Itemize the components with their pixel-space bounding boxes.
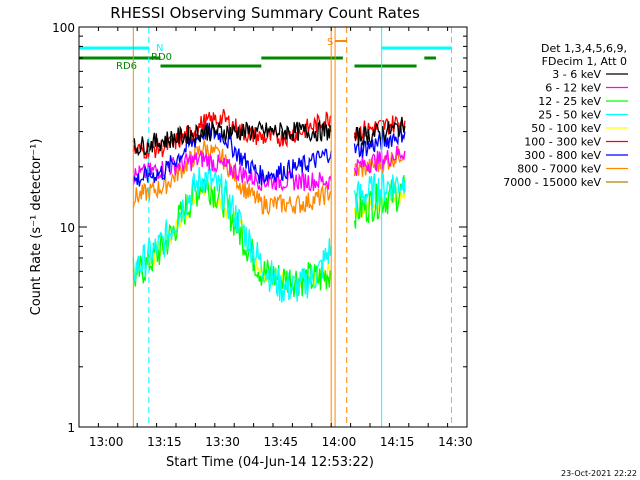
legend-entry: 50 - 100 keV <box>531 122 601 135</box>
legend: Det 1,3,4,5,6,9,FDecim 1, Att 03 - 6 keV… <box>503 42 628 189</box>
legend-entry: 12 - 25 keV <box>538 95 601 108</box>
observing-bands: N RD6 RD0 S <box>79 37 452 72</box>
x-tick-label: 13:15 <box>147 435 182 449</box>
saa-label: S <box>327 37 333 48</box>
x-tick-label: 14:00 <box>322 435 357 449</box>
series-line <box>353 145 406 177</box>
series-line <box>353 116 406 148</box>
x-tick-label: 13:00 <box>89 435 124 449</box>
series-line <box>132 167 332 303</box>
rd0-label: RD0 <box>151 52 172 63</box>
x-tick-label: 13:45 <box>263 435 298 449</box>
series-line <box>353 171 406 212</box>
chart-title: RHESSI Observing Summary Count Rates <box>110 4 420 22</box>
axes: 1 10 100 13:00 13:15 13:30 13:45 14:00 14:15 14:3… <box>52 21 473 449</box>
generation-timestamp: 23-Oct-2021 22:22 <box>561 469 637 478</box>
count-rate-series <box>132 108 406 303</box>
rd6-label: RD6 <box>116 61 137 72</box>
event-markers <box>132 27 452 427</box>
legend-entry: 3 - 6 keV <box>552 68 601 81</box>
series-line <box>353 115 406 142</box>
legend-entry: 25 - 50 keV <box>538 109 601 122</box>
y-tick-label: 10 <box>60 221 75 235</box>
y-axis-label: Count Rate (s⁻¹ detector⁻¹) <box>29 139 44 316</box>
y-tick-label: 100 <box>52 21 75 35</box>
series-line <box>132 119 332 157</box>
legend-header: Det 1,3,4,5,6,9, <box>541 42 627 55</box>
legend-entry: 6 - 12 keV <box>545 82 601 95</box>
legend-entry: 100 - 300 keV <box>524 136 601 149</box>
legend-header: FDecim 1, Att 0 <box>542 55 627 68</box>
y-tick-label: 1 <box>67 421 75 435</box>
legend-entry: 300 - 800 keV <box>524 149 601 162</box>
x-tick-label: 14:30 <box>438 435 473 449</box>
x-tick-label: 14:15 <box>380 435 415 449</box>
night-label: N <box>156 43 163 54</box>
x-tick-label: 13:30 <box>205 435 240 449</box>
x-axis-label: Start Time (04-Jun-14 12:53:22) <box>166 455 374 470</box>
series-line <box>132 122 332 187</box>
legend-entry: 800 - 7000 keV <box>517 163 601 176</box>
legend-entry: 7000 - 15000 keV <box>503 176 601 189</box>
